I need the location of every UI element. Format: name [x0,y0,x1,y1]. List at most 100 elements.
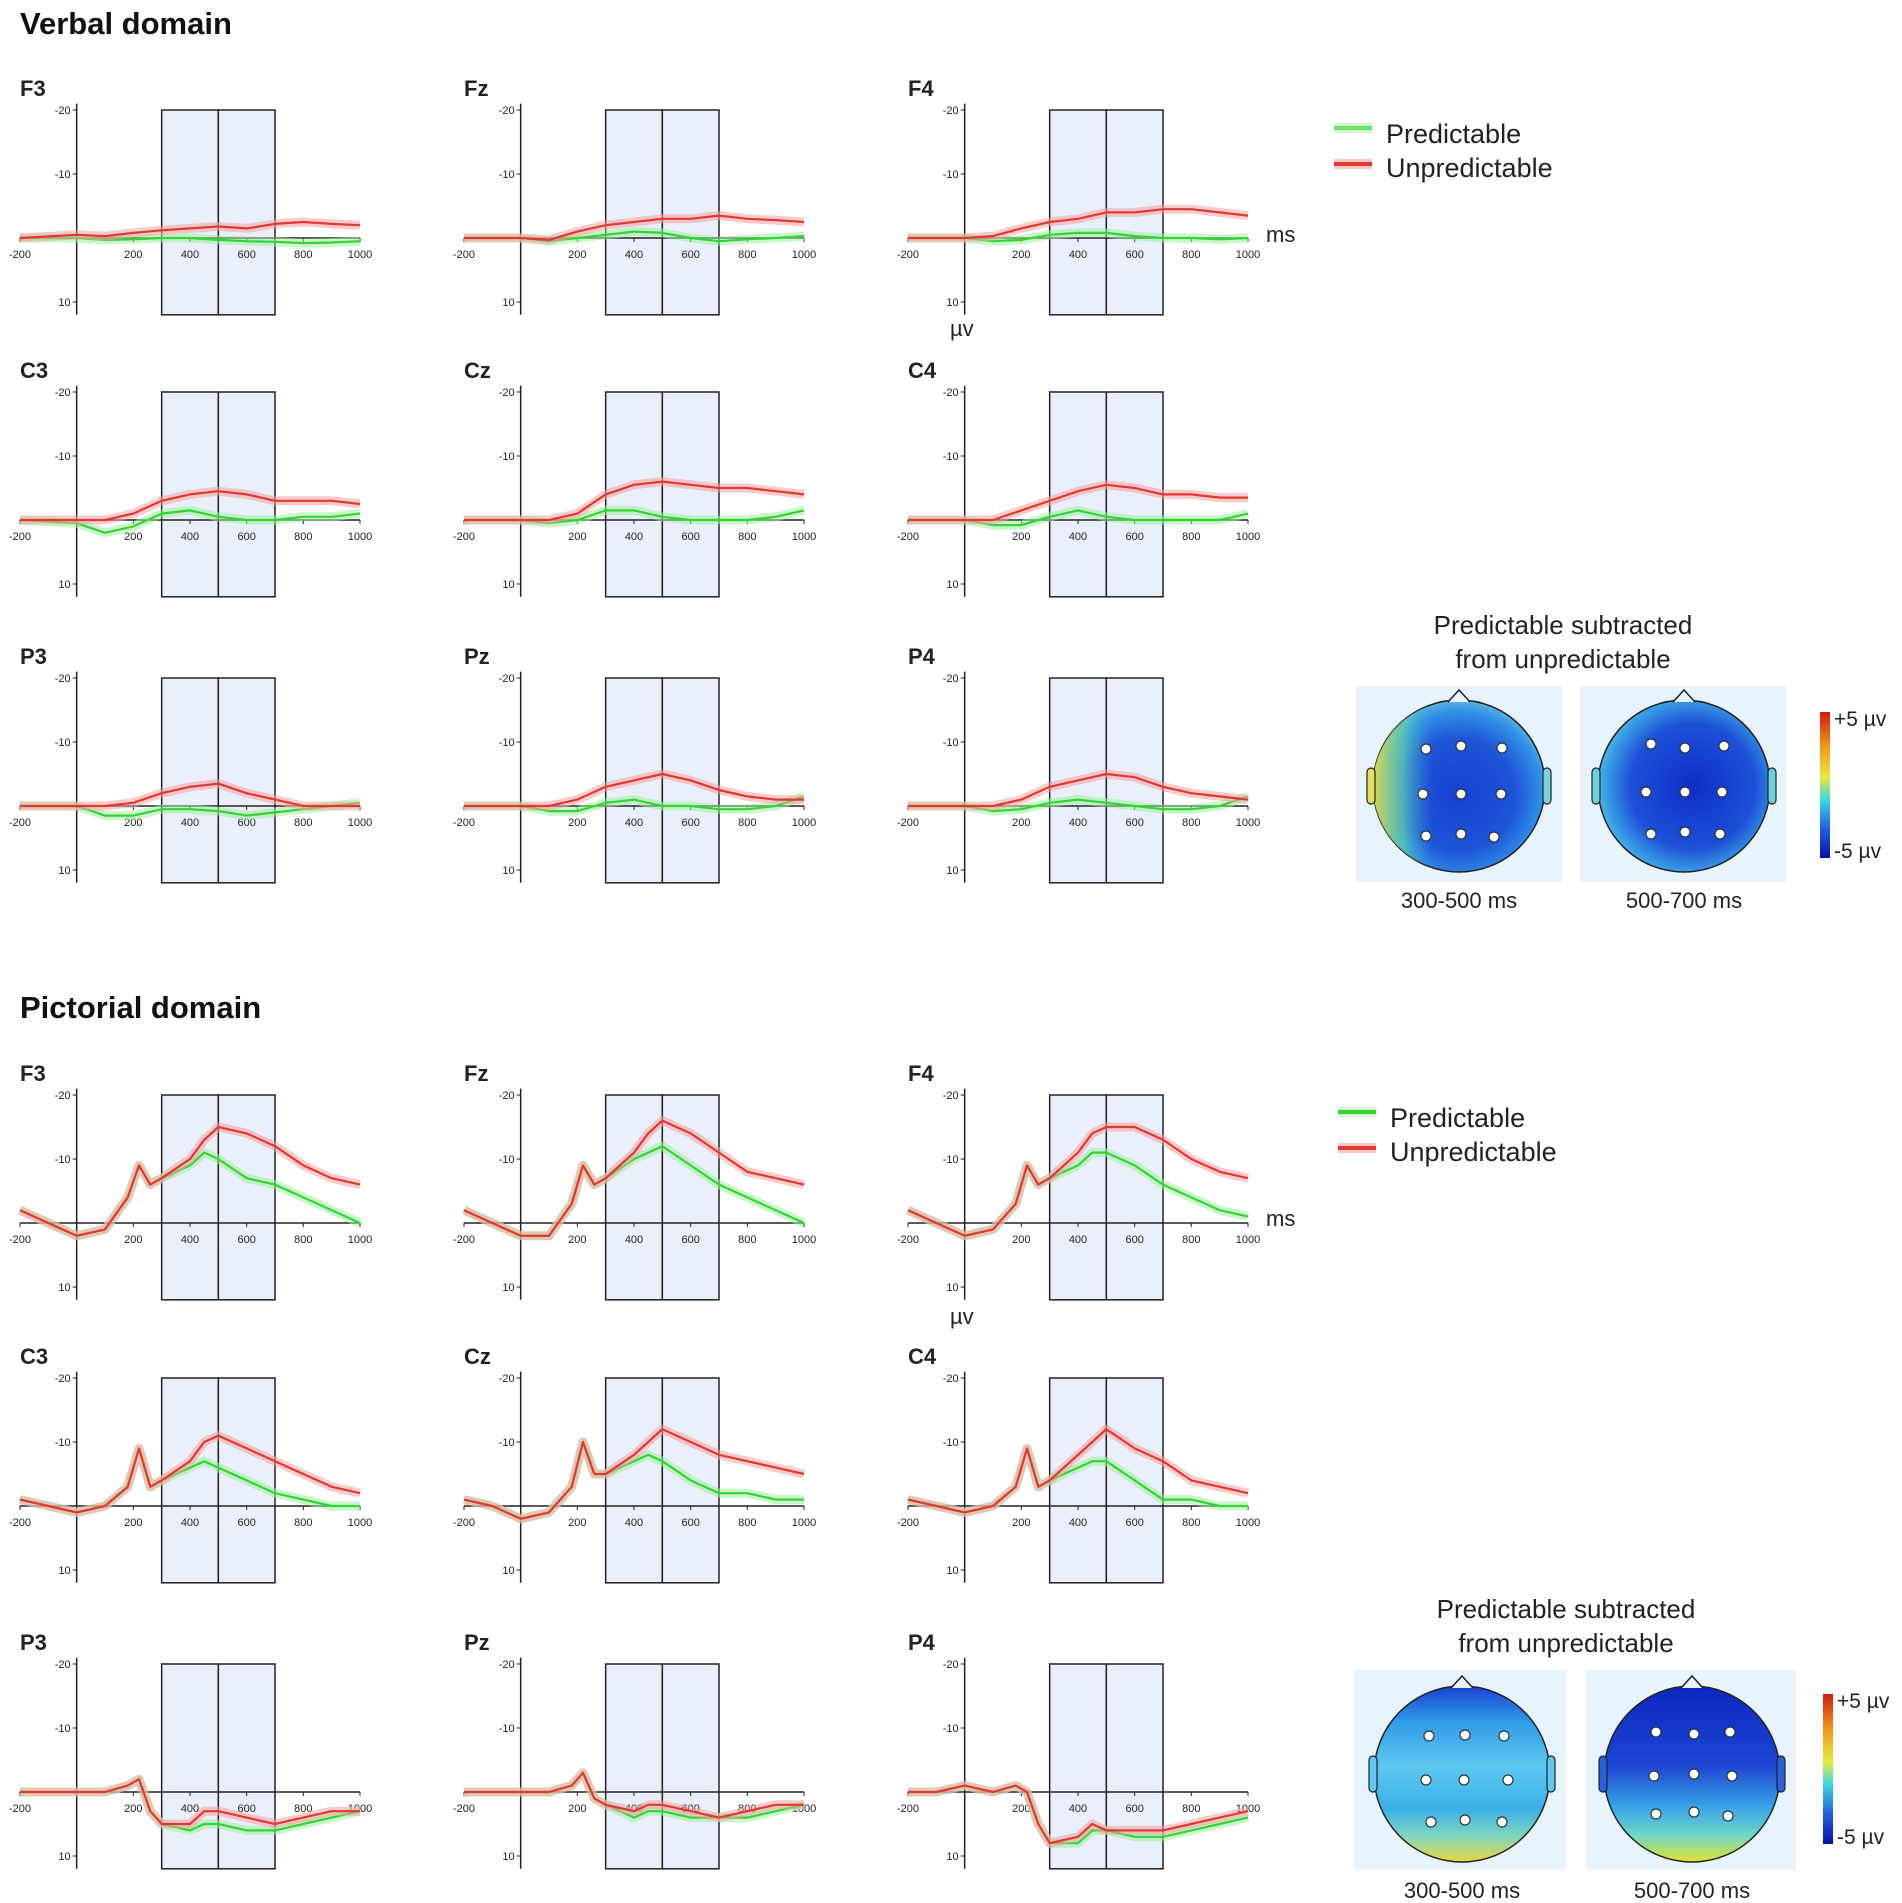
unpredictable-line [907,1428,1249,1514]
x-tick-label: 1000 [1236,1234,1260,1246]
x-tick-label: 800 [294,1517,312,1529]
topomap-group-pictorial: Predictable subtracted from unpredictabl… [1354,1594,1890,1903]
y-tick-label: -20 [499,1090,515,1102]
y-tick-label: -10 [55,1723,71,1735]
x-tick-label: -200 [9,1234,31,1246]
y-tick-label: 10 [946,297,958,309]
x-tick-label: 600 [237,1517,255,1529]
x-tick-label: -200 [9,1517,31,1529]
topomap-title-line2: from unpredictable [1455,644,1670,674]
x-tick-label: 600 [237,817,255,829]
nose-icon [1447,688,1471,703]
x-tick-label: 1000 [348,1234,372,1246]
y-tick-label: 10 [58,579,70,591]
x-tick-label: 200 [568,817,586,829]
x-tick-label: 200 [1012,531,1030,543]
x-tick-label: 1000 [792,531,816,543]
x-tick-label: 800 [738,531,756,543]
channel-label: C3 [20,358,48,383]
x-tick-label: 200 [124,1234,142,1246]
section-title-verbal: Verbal domain [20,6,232,41]
time-window-500-700 [661,391,720,598]
x-tick-label: 1000 [348,531,372,543]
x-tick-label: 600 [237,531,255,543]
time-window-500-700 [217,1663,276,1870]
y-tick-label: 10 [946,1565,958,1577]
y-tick-label: 10 [58,297,70,309]
erp-panel-c4: C4 -20 -10 10 -200 200 400 600 800 1000 [897,358,1260,598]
x-tick-label: 200 [124,249,142,261]
x-tick-label: 600 [237,249,255,261]
time-window-300-500 [1048,1094,1108,1301]
topomap-window-label: 300-500 ms [1401,888,1517,913]
unpredictable-line [19,220,361,240]
x-tick-label: 400 [181,1803,199,1815]
left-ear-icon [1368,1755,1378,1793]
y-tick-label: -10 [943,1154,959,1166]
nose-icon [1450,1674,1474,1689]
channel-label: P4 [908,1630,936,1655]
legend-predictable-label: Predictable [1390,1103,1525,1133]
left-ear-icon [1591,767,1601,805]
x-tick-label: 600 [1125,1234,1143,1246]
x-unit-note-verbal: ms [1266,222,1295,247]
channel-label: F4 [908,76,934,101]
color-scale-min: -5 µv [1837,1826,1885,1849]
erp-panel-f4: F4 -20 -10 10 -200 200 400 600 800 1000 [897,1061,1260,1301]
y-tick-label: -10 [499,1437,515,1449]
unpredictable-line [20,490,361,522]
electrode-markers [1420,1729,1514,1828]
x-tick-label: 400 [625,817,643,829]
x-tick-label: 400 [181,1517,199,1529]
y-tick-label: -20 [943,105,959,117]
unpredictable-line [19,1434,361,1514]
x-tick-label: 200 [124,1517,142,1529]
erp-plots: F3 -20 -10 10 -200 200 400 600 800 1000 Fz -20 -10 10… [9,76,1260,1870]
x-tick-label: 200 [1012,1517,1030,1529]
y-tick-label: 10 [58,1565,70,1577]
channel-label: Fz [464,76,488,101]
y-tick-label: -20 [499,387,515,399]
x-tick-label: 400 [625,1517,643,1529]
predictable-line [19,509,361,534]
color-scale-max: +5 µv [1834,708,1887,731]
channel-label: P3 [20,644,47,669]
y-tick-label: -10 [943,451,959,463]
time-window-300-500 [160,1094,220,1301]
erp-panel-f3: F3 -20 -10 10 -200 200 400 600 800 1000 [9,76,372,316]
x-tick-label: 1000 [792,1234,816,1246]
x-tick-label: -200 [453,817,475,829]
nose-icon [1672,688,1696,703]
x-tick-label: -200 [897,1803,919,1815]
x-tick-label: 600 [681,1234,699,1246]
x-tick-label: 800 [1182,817,1200,829]
channel-label: C3 [20,1344,48,1369]
right-ear-icon [1542,767,1552,805]
color-scale-bar [1823,1694,1833,1844]
topomap-overlay [1373,700,1545,872]
y-tick-label: -20 [943,1373,959,1385]
unpredictable-line [19,1125,361,1237]
channel-label: Cz [464,1344,491,1369]
erp-panel-c3: C3 -20 -10 10 -200 200 400 600 800 1000 [9,358,372,598]
x-tick-label: -200 [453,1803,475,1815]
y-tick-label: -20 [55,105,71,117]
channel-label: C4 [908,1344,937,1369]
x-tick-label: -200 [9,531,31,543]
topomap-window-label: 300-500 ms [1404,1878,1520,1903]
x-tick-label: 1000 [1236,531,1260,543]
time-window-300-500 [604,1377,664,1584]
erp-panel-c3: C3 -20 -10 10 -200 200 400 600 800 1000 [9,1344,372,1584]
left-ear-icon [1366,767,1376,805]
x-tick-label: 200 [124,531,142,543]
time-window-300-500 [604,1663,664,1870]
x-tick-label: 400 [1069,817,1087,829]
x-tick-label: 200 [568,249,586,261]
x-tick-label: 600 [1125,1517,1143,1529]
unpredictable-line [464,772,804,808]
x-tick-label: -200 [9,817,31,829]
x-tick-label: 400 [625,531,643,543]
y-tick-label: 10 [58,1851,70,1863]
